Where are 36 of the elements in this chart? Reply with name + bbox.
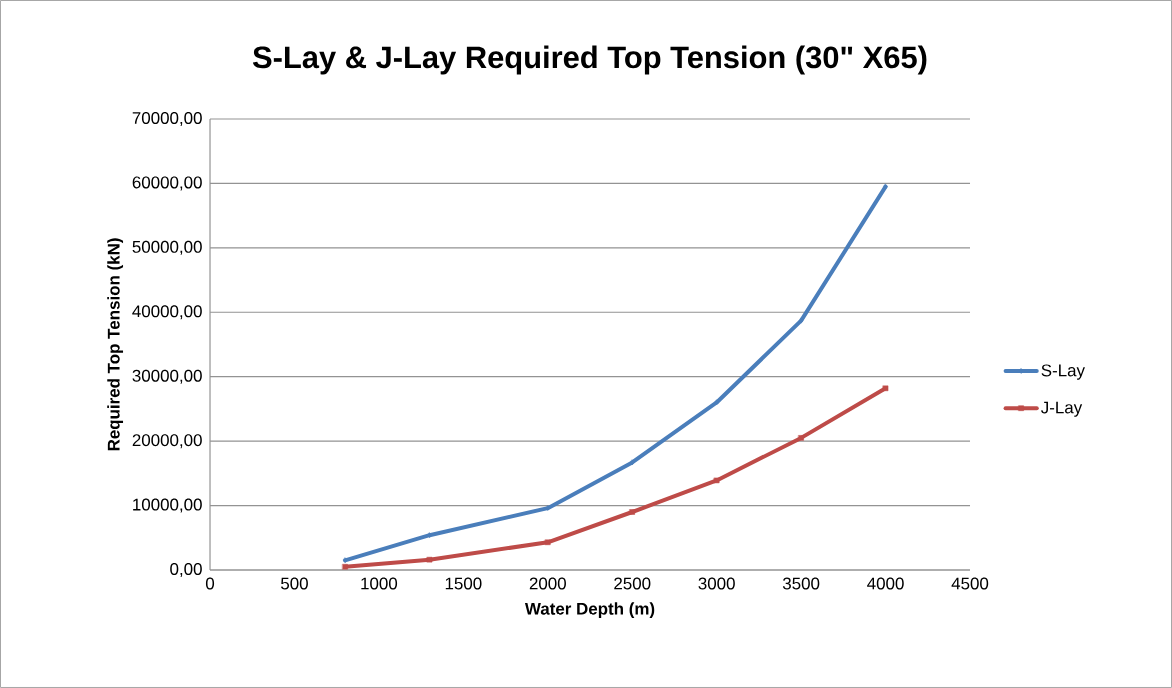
point [883, 183, 888, 190]
x-tick-label: 1500 [445, 577, 482, 590]
point [799, 317, 804, 324]
y-tick-label: 70000,00 [132, 111, 202, 126]
point [713, 477, 720, 484]
y-tick-label: 40000,00 [132, 305, 202, 320]
point [427, 532, 432, 538]
point [426, 556, 433, 563]
point [545, 505, 550, 511]
y-tick-label: 10000,00 [133, 498, 202, 513]
point [342, 564, 348, 570]
legend-label: J-Lay [1041, 401, 1083, 417]
x-tick-label: 0 [205, 577, 215, 590]
point [714, 399, 719, 406]
x-tick-label: 4000 [867, 577, 904, 590]
x-axis-title: Water Depth (m) [524, 602, 655, 619]
x-tick-label: 3000 [698, 577, 735, 590]
x-tick-label: 4500 [951, 577, 989, 590]
y-tick-label: 0,00 [170, 562, 202, 577]
x-tick-label: 2000 [529, 577, 566, 590]
point [630, 459, 635, 466]
point [798, 435, 804, 441]
point [629, 509, 635, 515]
y-tick-label: 50000,00 [132, 240, 202, 255]
legend-label: S-Lay [1041, 364, 1085, 380]
point [882, 385, 889, 392]
x-tick-label: 1000 [361, 577, 398, 590]
x-tick-label: 500 [281, 577, 308, 590]
x-tick-label: 2500 [614, 577, 651, 590]
point [545, 539, 551, 546]
y-axis-title: Required Top Tension (kN) [107, 238, 124, 451]
chart-title: S-Lay & J-Lay Required Top Tension (30" X65) [252, 45, 927, 75]
y-tick-label: 30000,00 [132, 369, 202, 384]
x-tick-label: 3500 [782, 577, 820, 590]
y-tick-label: 20000,00 [132, 434, 202, 449]
y-tick-label: 60000,00 [132, 176, 202, 191]
